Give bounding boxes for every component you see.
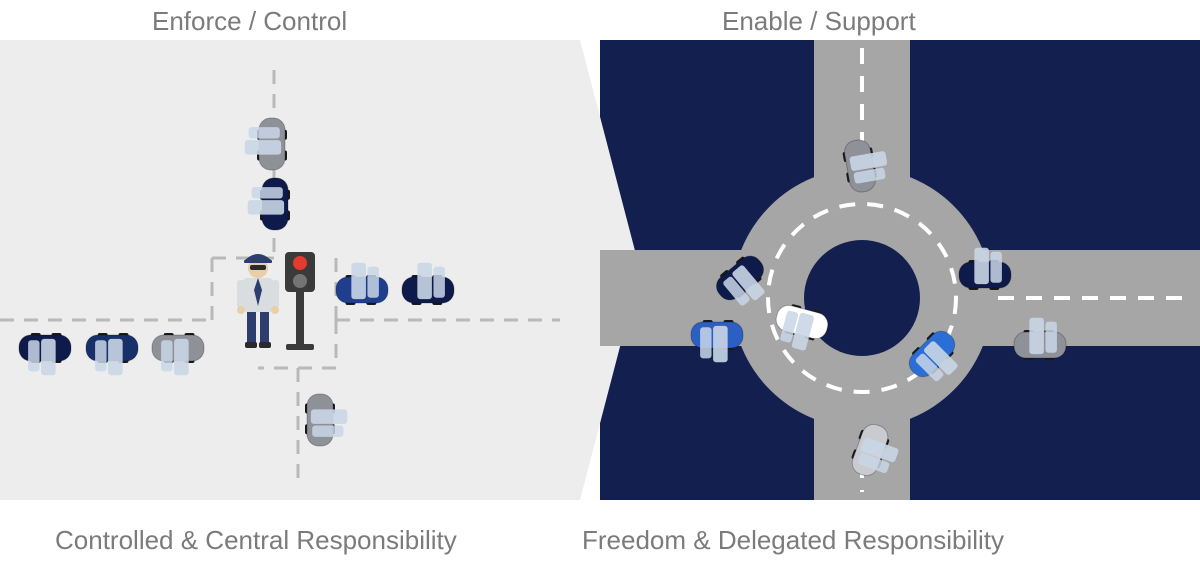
diagram-svg [0,0,1200,573]
diagram-root: { "layout": { "width": 1200, "height": 5… [0,0,1200,573]
roundabout-island [804,240,920,356]
